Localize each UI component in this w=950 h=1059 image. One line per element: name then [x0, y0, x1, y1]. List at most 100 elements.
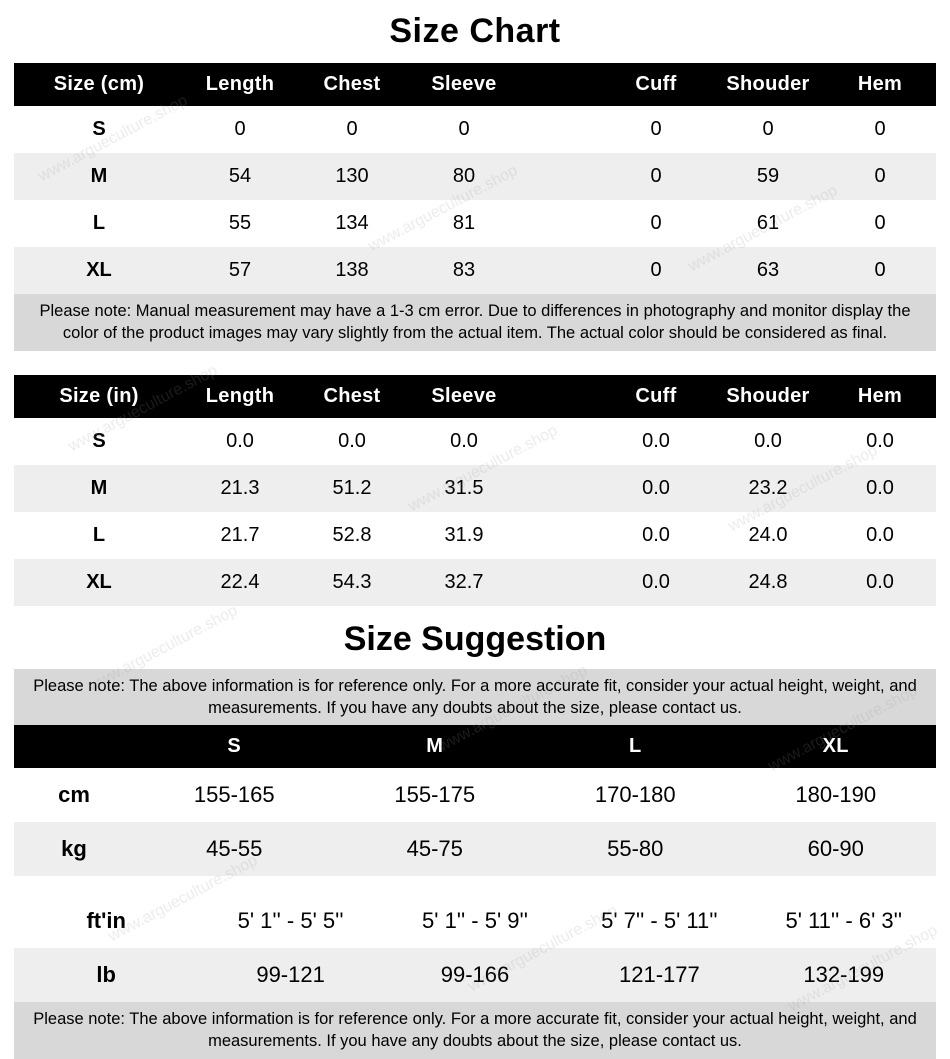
table-cell	[520, 247, 600, 294]
measurement-note: Please note: Manual measurement may have…	[14, 294, 936, 351]
table-cell	[520, 153, 600, 200]
table-cell: 21.7	[184, 512, 296, 559]
table-cell: 130	[296, 153, 408, 200]
table-cell	[520, 106, 600, 153]
row-label: lb	[14, 948, 198, 1002]
table-cell: 24.8	[712, 559, 824, 606]
table-cell: 80	[408, 153, 520, 200]
row-label: L	[14, 512, 184, 559]
row-label: S	[14, 106, 184, 153]
table-cell: 0	[296, 106, 408, 153]
col-length: Length	[184, 375, 296, 418]
table-cell: 60-90	[736, 822, 937, 876]
col-shoulder: Shouder	[712, 63, 824, 106]
table-cell: 22.4	[184, 559, 296, 606]
table-cell: 0.0	[600, 465, 712, 512]
table-cell: 52.8	[296, 512, 408, 559]
table-cell: 99-166	[383, 948, 567, 1002]
table-cell: 0.0	[600, 512, 712, 559]
table-cell: 0	[824, 200, 936, 247]
row-label: ft'in	[14, 894, 198, 948]
suggestion-note-top: Please note: The above information is fo…	[14, 669, 936, 726]
table-cell: 23.2	[712, 465, 824, 512]
table-cell: 55	[184, 200, 296, 247]
size-suggestion-table-metric: S M L XL cm155-165155-175170-180180-190k…	[14, 725, 936, 876]
table-cell: 63	[712, 247, 824, 294]
table-cell: 0	[824, 153, 936, 200]
table-row: XL57138830630	[14, 247, 936, 294]
suggestion-note-bottom: Please note: The above information is fo…	[14, 1002, 936, 1059]
table-row: ft'in5' 1'' - 5' 5''5' 1'' - 5' 9''5' 7'…	[14, 894, 936, 948]
table-cell: 121-177	[567, 948, 751, 1002]
table-cell: 0	[712, 106, 824, 153]
col-shoulder: Shouder	[712, 375, 824, 418]
size-chart-title: Size Chart	[14, 12, 936, 51]
table-cell: 0	[600, 106, 712, 153]
size-chart-cm-table: Size (cm) Length Chest Sleeve Cuff Shoud…	[14, 63, 936, 294]
col-m: M	[335, 725, 536, 768]
table-cell	[520, 465, 600, 512]
table-cell	[520, 512, 600, 559]
table-cell: 0	[824, 247, 936, 294]
table-cell: 155-175	[335, 768, 536, 822]
row-label: S	[14, 418, 184, 465]
col-hem: Hem	[824, 63, 936, 106]
col-chest: Chest	[296, 375, 408, 418]
table-row: M54130800590	[14, 153, 936, 200]
table-cell: 83	[408, 247, 520, 294]
table-row: M21.351.231.50.023.20.0	[14, 465, 936, 512]
table-cell: 57	[184, 247, 296, 294]
table-row: lb99-12199-166121-177132-199	[14, 948, 936, 1002]
table-cell: 0.0	[824, 559, 936, 606]
table-row: XL22.454.332.70.024.80.0	[14, 559, 936, 606]
table-cell: 0.0	[824, 418, 936, 465]
table-cell: 54	[184, 153, 296, 200]
table-row: cm155-165155-175170-180180-190	[14, 768, 936, 822]
table-row: S000000	[14, 106, 936, 153]
table-cell: 132-199	[752, 948, 936, 1002]
table-cell: 24.0	[712, 512, 824, 559]
table-cell: 59	[712, 153, 824, 200]
table-cell: 0.0	[184, 418, 296, 465]
table-cell: 170-180	[535, 768, 736, 822]
table-cell: 45-55	[134, 822, 335, 876]
table-cell: 0	[184, 106, 296, 153]
table-cell: 5' 1'' - 5' 5''	[198, 894, 382, 948]
size-chart-in-table: Size (in) Length Chest Sleeve Cuff Shoud…	[14, 375, 936, 606]
table-cell: 5' 11'' - 6' 3''	[752, 894, 936, 948]
table-cell: 5' 7'' - 5' 11''	[567, 894, 751, 948]
table-cell: 5' 1'' - 5' 9''	[383, 894, 567, 948]
table-cell: 99-121	[198, 948, 382, 1002]
row-label: XL	[14, 247, 184, 294]
col-size: Size (in)	[14, 375, 184, 418]
table-cell: 0.0	[408, 418, 520, 465]
col-cuff: Cuff	[600, 375, 712, 418]
table-cell: 180-190	[736, 768, 937, 822]
table-cell: 0	[600, 200, 712, 247]
table-row: L55134810610	[14, 200, 936, 247]
col-blank	[14, 725, 134, 768]
table-cell: 0.0	[824, 512, 936, 559]
row-label: M	[14, 153, 184, 200]
table-cell: 0	[600, 247, 712, 294]
col-xl: XL	[736, 725, 937, 768]
row-label: kg	[14, 822, 134, 876]
col-l: L	[535, 725, 736, 768]
row-label: M	[14, 465, 184, 512]
table-cell: 21.3	[184, 465, 296, 512]
col-chest: Chest	[296, 63, 408, 106]
table-cell	[520, 559, 600, 606]
table-cell: 155-165	[134, 768, 335, 822]
col-blank	[520, 375, 600, 418]
table-row: kg45-5545-7555-8060-90	[14, 822, 936, 876]
col-length: Length	[184, 63, 296, 106]
table-cell	[520, 200, 600, 247]
table-row: L21.752.831.90.024.00.0	[14, 512, 936, 559]
table-cell: 45-75	[335, 822, 536, 876]
table-cell: 51.2	[296, 465, 408, 512]
row-label: cm	[14, 768, 134, 822]
table-cell: 0.0	[600, 559, 712, 606]
table-cell: 32.7	[408, 559, 520, 606]
col-sleeve: Sleeve	[408, 63, 520, 106]
col-cuff: Cuff	[600, 63, 712, 106]
